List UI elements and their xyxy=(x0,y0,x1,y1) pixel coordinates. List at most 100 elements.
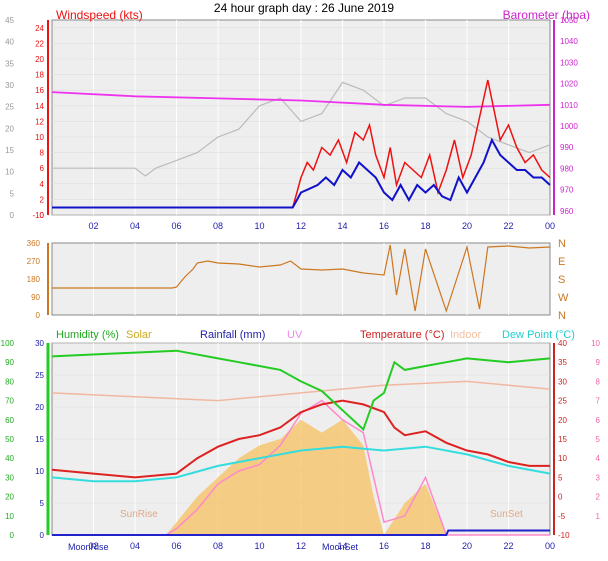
baro-tick: 960 xyxy=(560,207,574,216)
baro-tick: 1010 xyxy=(560,101,578,110)
uv-tick: 6 xyxy=(596,416,601,425)
baro-tick: 990 xyxy=(560,143,574,152)
wind-red-tick: 10 xyxy=(35,133,44,142)
wind-red-tick: 16 xyxy=(35,86,44,95)
gust-history-line xyxy=(52,81,551,177)
wind-grey-tick: 5 xyxy=(10,189,15,198)
rain-tick: 5 xyxy=(40,499,45,508)
legend-item: Rainfall (mm) xyxy=(200,329,265,341)
humidity-tick: 90 xyxy=(5,358,14,367)
temp-panel-x-tick-label: 12 xyxy=(296,541,306,551)
uv-tick: 10 xyxy=(591,339,600,348)
baro-tick: 1050 xyxy=(560,16,578,25)
uv-tick: 1 xyxy=(596,512,601,521)
temp-tick: -5 xyxy=(558,512,566,521)
wind-red-tick: 22 xyxy=(35,39,44,48)
wind-panel-x-tick-label: 14 xyxy=(337,221,347,231)
rain-tick: 30 xyxy=(35,339,44,348)
uv-tick: 7 xyxy=(596,397,601,406)
humidity-line xyxy=(51,349,551,432)
moonset-label: MoonSet xyxy=(322,542,359,552)
uv-tick: 4 xyxy=(596,454,601,463)
humidity-tick: 60 xyxy=(5,416,14,425)
wind-panel-x-tick-label: 20 xyxy=(462,221,472,231)
temp-panel-x-tick-label: 14 xyxy=(337,541,347,551)
wind-red-tick: 12 xyxy=(35,117,44,126)
humidity-tick: 50 xyxy=(5,435,14,444)
compass-tick: N xyxy=(558,310,566,322)
compass-tick: S xyxy=(558,274,565,286)
wind-grey-tick: 35 xyxy=(5,59,14,68)
wind-red-tick: 0 xyxy=(40,211,45,220)
wind-panel-x-tick-label: 18 xyxy=(420,221,430,231)
temp-panel-x-tick-label: 06 xyxy=(171,541,181,551)
baro-tick: 1020 xyxy=(560,80,578,89)
uv-tick: 2 xyxy=(596,493,601,502)
temp-tick: -10 xyxy=(558,531,570,540)
temp-panel-x-tick-label: 00 xyxy=(545,541,555,551)
direction-tick: 0 xyxy=(36,311,41,320)
baro-tick: 970 xyxy=(560,186,574,195)
wind-grey-tick: 40 xyxy=(5,38,14,47)
wind-panel-x-tick-label: 10 xyxy=(254,221,264,231)
temp-panel-x-tick-label: 18 xyxy=(420,541,430,551)
wind-panel-x-tick-label: 16 xyxy=(379,221,389,231)
dewpoint-line xyxy=(51,445,551,483)
wind-panel-x-tick-label: 12 xyxy=(296,221,306,231)
wind-red-tick: 4 xyxy=(40,180,45,189)
uv-tick: 5 xyxy=(596,435,601,444)
wind-grey-tick: 10 xyxy=(5,168,14,177)
temp-tick: 30 xyxy=(558,377,567,386)
wind-grey-tick: 0 xyxy=(10,211,15,220)
rain-tick: 15 xyxy=(35,435,44,444)
temp-panel-x-tick-label: 22 xyxy=(503,541,513,551)
rain-tick: 0 xyxy=(40,531,45,540)
legend-item: UV xyxy=(287,329,303,341)
humidity-tick: 40 xyxy=(5,454,14,463)
legend-item: Temperature (°C) xyxy=(360,329,444,341)
wind-red-tick: 6 xyxy=(40,164,45,173)
sunrise-label: SunRise xyxy=(120,509,158,520)
wind-panel-x-tick-label: 06 xyxy=(171,221,181,231)
rain-tick: 25 xyxy=(35,371,44,380)
wind-direction-line xyxy=(52,244,551,313)
wind-red-tick: 14 xyxy=(35,102,44,111)
direction-tick: 180 xyxy=(27,275,41,284)
temp-panel-x-tick-label: 08 xyxy=(213,541,223,551)
temperature-line xyxy=(51,399,550,479)
wind-red-tick: 20 xyxy=(35,55,44,64)
baro-tick: 1000 xyxy=(560,122,578,131)
temp-panel-x-tick-label: 20 xyxy=(462,541,472,551)
moonrise-label: MoonRise xyxy=(68,542,109,552)
uv-tick: 3 xyxy=(596,473,601,482)
wind-red-tick: 24 xyxy=(35,24,44,33)
temp-tick: 5 xyxy=(558,473,563,482)
rain-tick: 20 xyxy=(35,403,44,412)
humidity-tick: 10 xyxy=(5,512,14,521)
wind-panel-x-tick-label: 08 xyxy=(213,221,223,231)
barometer-axis-title: Barometer (hpa) xyxy=(503,8,590,22)
temp-tick: 35 xyxy=(558,358,567,367)
temp-panel-x-tick-label: 16 xyxy=(379,541,389,551)
indoor-temp-line xyxy=(51,380,551,402)
sunset-label: SunSet xyxy=(490,509,523,520)
baro-tick: 1040 xyxy=(560,37,578,46)
rainfall-line xyxy=(52,529,550,536)
uv-line xyxy=(52,399,550,536)
humidity-tick: 100 xyxy=(1,339,15,348)
temp-tick: 0 xyxy=(558,493,563,502)
temp-tick: 10 xyxy=(558,454,567,463)
legend-item: Dew Point (°C) xyxy=(502,329,575,341)
wind-panel-x-tick-label: 00 xyxy=(545,221,555,231)
legend-item: Indoor xyxy=(450,329,482,341)
humidity-tick: 30 xyxy=(5,473,14,482)
compass-tick: N xyxy=(558,238,566,250)
humidity-tick: 80 xyxy=(5,377,14,386)
wind-red-tick: 8 xyxy=(40,149,45,158)
temp-tick: 15 xyxy=(558,435,567,444)
page-title: 24 hour graph day : 26 June 2019 xyxy=(214,1,394,15)
direction-tick: 90 xyxy=(31,293,40,302)
wind-grey-tick: 30 xyxy=(5,81,14,90)
direction-tick: 360 xyxy=(27,239,41,248)
